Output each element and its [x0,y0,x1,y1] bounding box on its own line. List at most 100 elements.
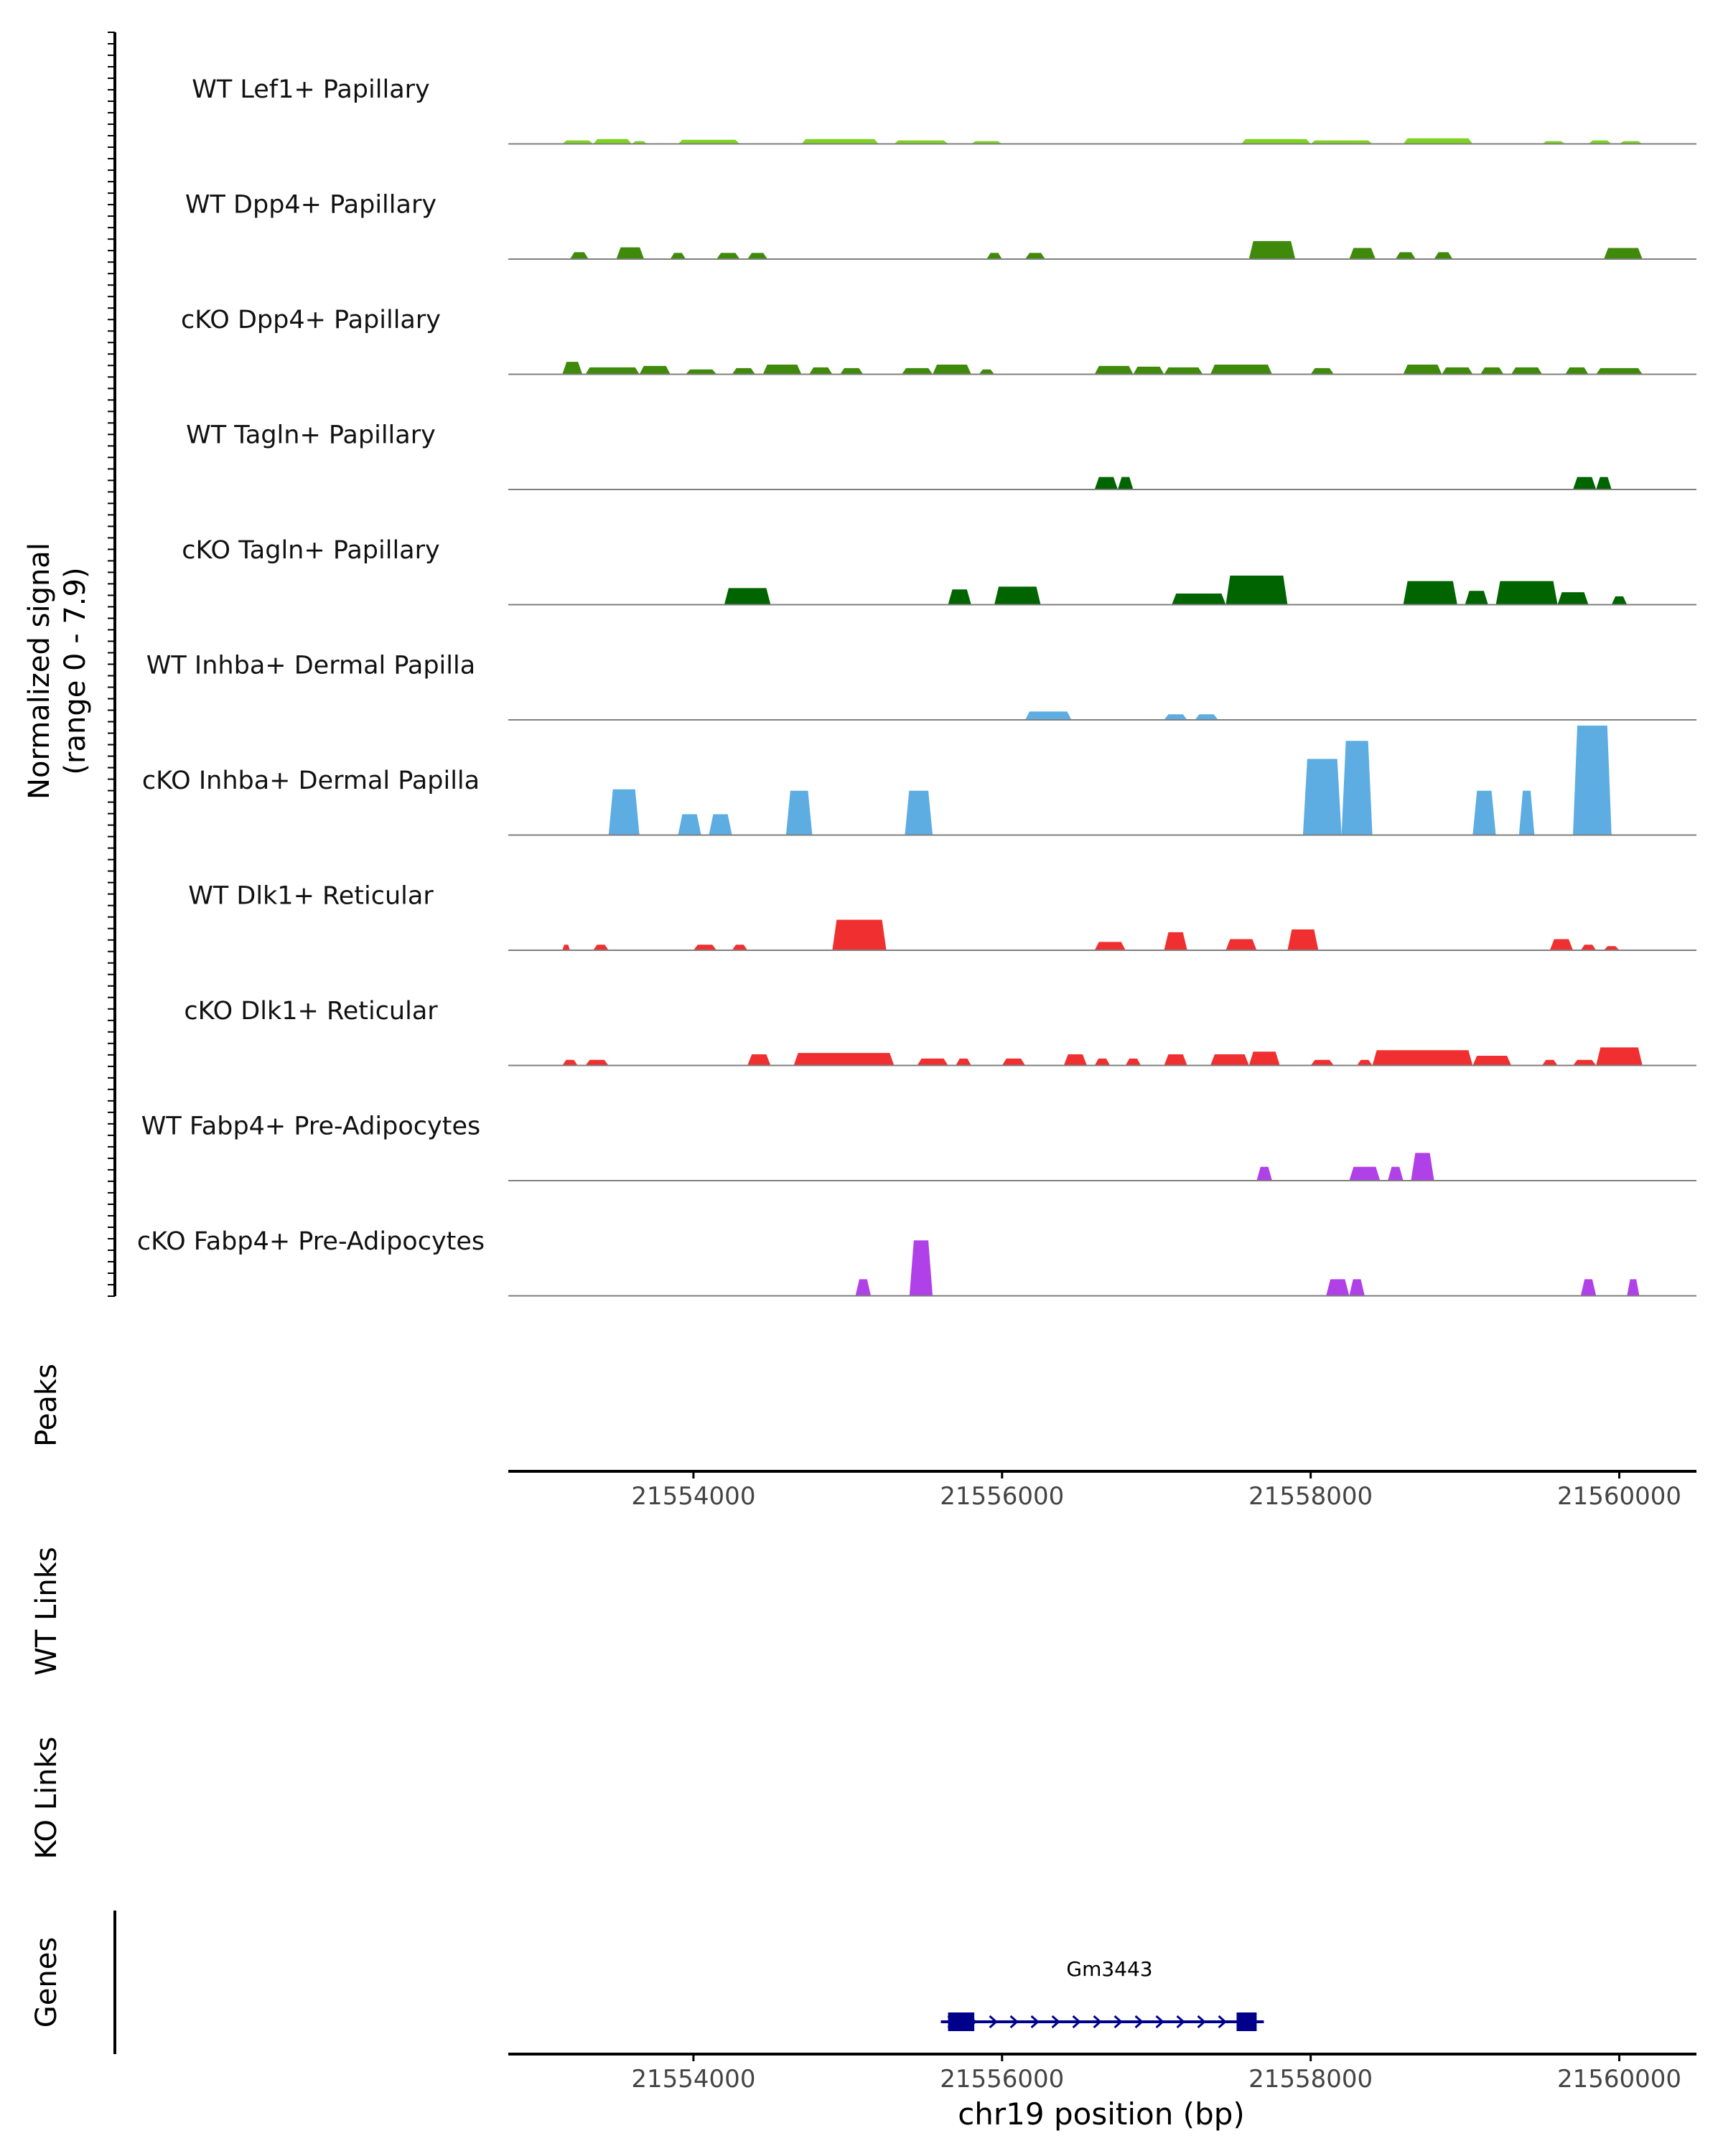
coverage-peak [678,814,701,835]
coverage-peak [716,253,740,259]
gene-exon [948,2012,975,2031]
strand-arrow [1176,2015,1185,2029]
coverage-peak [1573,1059,1597,1066]
coverage-peak [585,1059,609,1066]
coverage-peak [1511,367,1543,375]
coverage-peak [1596,1047,1643,1066]
coverage-peak [1580,1279,1597,1296]
coverage-peak [1411,1153,1434,1181]
coverage-peak [1349,248,1376,259]
coverage-peak [639,365,671,375]
coverage-peak [585,367,640,375]
coverage-peak [1588,140,1612,144]
coverage-peak [569,252,589,259]
peaks-x-axis: 21554000 21556000 21558000 21560000 [508,1470,1696,1511]
coverage-peak [933,364,971,375]
coverage-peak [1372,1050,1473,1066]
strand-arrow [1030,2015,1040,2029]
track-1: WT Dpp4+ Papillary [185,191,1696,260]
gene-name-label: Gm3443 [1066,1957,1152,1981]
signal-y-axis [108,32,116,1297]
coverage-peak [793,1053,895,1066]
coverage-peak [1403,364,1442,375]
coverage-peak [855,1279,872,1296]
coverage-peak [1063,1054,1088,1066]
coverage-peak [979,369,995,375]
peaks-x-tick-label: 21556000 [940,1482,1064,1511]
track-2: cKO Dpp4+ Papillary [181,306,1696,375]
coverage-peak [1025,253,1045,259]
coverage-peak [1611,596,1628,605]
coverage-peak [593,945,609,950]
track-label: WT Inhba+ Dermal Papilla [146,652,475,680]
strand-arrow [1113,2015,1123,2029]
coverage-peak [956,1058,971,1066]
coverage-peak [1434,252,1453,259]
coverage-peak [593,139,632,144]
coverage-peak [709,814,732,835]
track-5: WT Inhba+ Dermal Papilla [146,652,1696,721]
coverage-peak [1573,477,1597,489]
coverage-peak [1573,726,1612,835]
position-x-tick-label: 21554000 [631,2065,755,2094]
coverage-peak [562,1059,578,1066]
coverage-peak [1357,1059,1373,1066]
coverage-peak [1310,367,1334,375]
coverage-peak [1302,759,1342,835]
coverage-peak [747,253,768,259]
coverage-peak [1349,1279,1365,1296]
coverage-peak [1172,594,1226,605]
coverage-peak [1542,1059,1558,1066]
coverage-peak [1472,790,1496,835]
coverage-peak [1248,1051,1280,1066]
coverage-peak [562,945,570,950]
coverage-peak [1001,1058,1026,1066]
coverage-peak [747,1054,771,1066]
track-9: WT Fabp4+ Pre-Adipocytes [141,1112,1696,1181]
gene-exon [1236,2012,1257,2031]
coverage-peak [1596,477,1612,489]
coverage-peak [1596,367,1643,375]
coverage-peak [902,367,933,375]
coverage-peak [1195,714,1218,720]
track-6: cKO Inhba+ Dermal Papilla [142,726,1696,836]
coverage-peak [905,790,933,835]
coverage-peak [732,367,755,375]
coverage-peak [1627,1279,1640,1296]
coverage-peak [948,589,971,605]
coverage-peak [1210,364,1272,375]
coverage-peak [724,588,771,605]
track-3: WT Tagln+ Papillary [186,421,1696,490]
strand-arrow [1197,2015,1206,2029]
coverage-peak [1310,140,1373,144]
track-label: cKO Dlk1+ Reticular [184,997,438,1026]
coverage-peak [1025,711,1072,720]
track-10: cKO Fabp4+ Pre-Adipocytes [137,1227,1696,1297]
coverage-peak [1557,592,1589,605]
coverage-peak [1480,367,1504,375]
coverage-peak [1580,945,1597,950]
coverage-peak [562,140,594,144]
coverage-peak [732,945,748,950]
coverage-peak [1125,1058,1141,1066]
strand-arrow [1134,2015,1144,2029]
track-0: WT Lef1+ Papillary [192,75,1696,145]
coverage-peak [1241,139,1311,144]
coverage-peak [1310,1059,1334,1066]
coverage-peak [994,586,1041,605]
y-axis-label: Normalized signal [23,543,56,800]
coverage-peak [909,1240,933,1296]
coverage-peak [678,139,740,144]
strand-arrow [1155,2015,1164,2029]
track-label: cKO Dpp4+ Papillary [181,306,441,334]
coverage-peak [686,369,717,375]
coverage-peak [1094,942,1126,950]
ko-links-track-label: KO Links [30,1737,63,1860]
strand-arrow [1093,2015,1102,2029]
coverage-tracks: WT Lef1+ Papillary WT Dpp4+ Papillary cKO … [137,75,1696,1297]
coverage-peak [762,364,802,375]
coverage-peak [986,253,1002,259]
coverage-peak [1248,240,1296,259]
coverage-peak [809,367,833,375]
